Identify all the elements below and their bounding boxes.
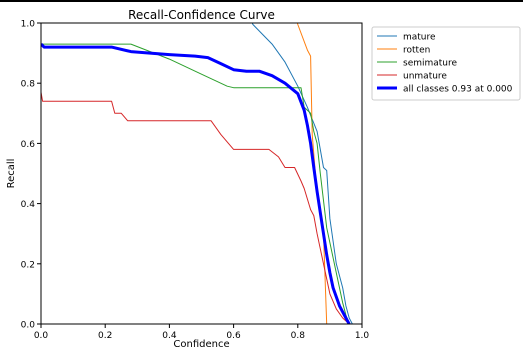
legend-label-0: mature xyxy=(403,33,436,43)
y-tick-label: 0.2 xyxy=(21,260,35,270)
y-tick-label: 0.4 xyxy=(21,200,36,210)
x-tick-label: 0.6 xyxy=(226,331,241,341)
series-line-4 xyxy=(41,43,351,324)
y-tick-label: 0.0 xyxy=(21,321,36,331)
legend-label-3: unmature xyxy=(403,72,447,82)
x-tick-label: 0.2 xyxy=(98,331,112,341)
legend-label-4: all classes 0.93 at 0.000 xyxy=(403,85,513,95)
legend-label-2: semimature xyxy=(403,59,458,69)
x-tick-label: 0.0 xyxy=(34,331,49,341)
x-axis: 0.0 0.2 0.4 0.6 0.8 1.0 xyxy=(34,324,370,341)
series-line-2 xyxy=(41,43,350,324)
y-tick-label: 1.0 xyxy=(21,20,36,30)
legend: mature rotten semimature unmature all classe… xyxy=(371,26,521,101)
y-tick-label: 0.8 xyxy=(21,80,36,90)
plot-frame xyxy=(40,22,363,325)
y-tick-label: 0.6 xyxy=(21,140,36,150)
window-top-border xyxy=(0,0,523,2)
series-layer xyxy=(41,23,353,324)
y-axis: 0.0 0.2 0.4 0.6 0.8 1.0 xyxy=(21,20,41,331)
chart-title: Recall-Confidence Curve xyxy=(128,8,275,22)
x-tick-label: 0.8 xyxy=(291,331,306,341)
series-line-3 xyxy=(41,92,350,324)
legend-box xyxy=(371,26,521,101)
x-tick-label: 1.0 xyxy=(355,331,370,341)
legend-label-1: rotten xyxy=(403,46,430,56)
y-axis-label: Recall xyxy=(6,159,17,189)
x-tick-label: 0.4 xyxy=(162,331,177,341)
x-axis-label: Confidence xyxy=(173,339,229,349)
